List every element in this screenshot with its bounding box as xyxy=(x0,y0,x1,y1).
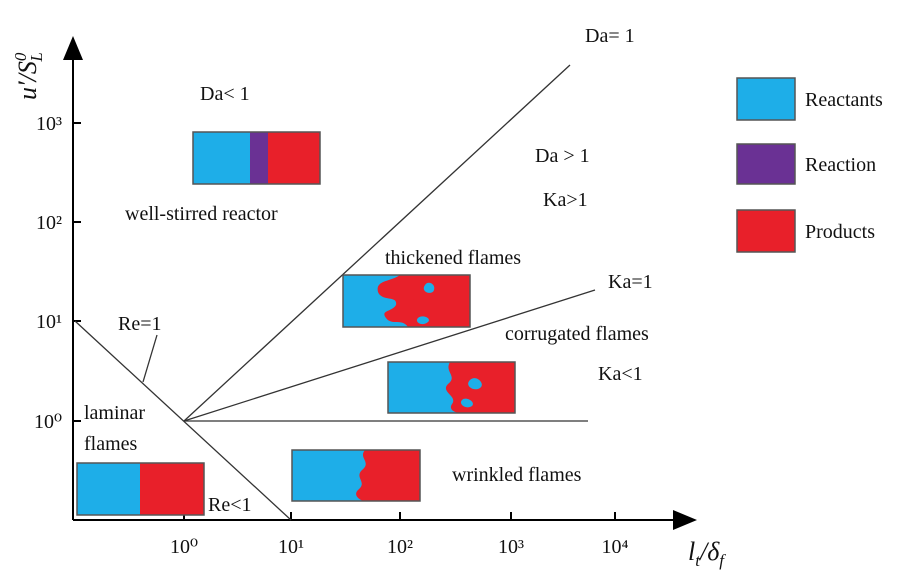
y-axis-label: u′/S0L xyxy=(11,52,46,100)
wsr-icon xyxy=(193,132,320,184)
label: Ka=1 xyxy=(608,271,653,293)
label: flames xyxy=(84,433,138,455)
corrugated-icon xyxy=(388,362,515,413)
label: Da< 1 xyxy=(200,83,250,105)
legend-swatch xyxy=(737,78,795,120)
legend-swatch xyxy=(737,210,795,252)
label: Ka>1 xyxy=(543,189,588,211)
y-tick-label: 10² xyxy=(36,212,62,234)
wrinkled-icon xyxy=(292,450,420,501)
re-leader xyxy=(143,335,157,382)
thickened-icon xyxy=(343,275,470,327)
y-tick-label: 10¹ xyxy=(36,311,62,333)
y-ticks xyxy=(73,123,81,421)
label: laminar xyxy=(84,402,145,424)
label: well-stirred reactor xyxy=(125,203,278,225)
y-tick-label: 10⁰ xyxy=(34,411,62,433)
x-tick-label: 10⁴ xyxy=(602,536,629,558)
y-tick-label: 10³ xyxy=(36,113,62,135)
label: Re=1 xyxy=(118,313,162,335)
laminar-icon xyxy=(77,463,204,515)
legend-label: Reaction xyxy=(805,154,876,176)
label: corrugated flames xyxy=(505,323,649,345)
regime-diagram: 10⁰ 10¹ 10² 10³ 10⁴ 10⁰ 10¹ 10² 10³ lt/δ… xyxy=(0,0,911,573)
label: Ka<1 xyxy=(598,363,643,385)
legend: Reactants Reaction Products xyxy=(737,78,883,252)
label: Da > 1 xyxy=(535,145,590,167)
legend-label: Reactants xyxy=(805,89,883,111)
x-tick-label: 10³ xyxy=(498,536,524,558)
x-tick-label: 10⁰ xyxy=(170,536,198,558)
legend-swatch xyxy=(737,144,795,184)
label: Re<1 xyxy=(208,494,252,516)
label: Da= 1 xyxy=(585,25,635,47)
label: thickened flames xyxy=(385,247,521,269)
legend-label: Products xyxy=(805,221,875,243)
x-axis-label: lt/δf xyxy=(688,537,726,570)
x-tick-label: 10² xyxy=(387,536,413,558)
x-tick-label: 10¹ xyxy=(278,536,304,558)
label: wrinkled flames xyxy=(452,464,582,486)
